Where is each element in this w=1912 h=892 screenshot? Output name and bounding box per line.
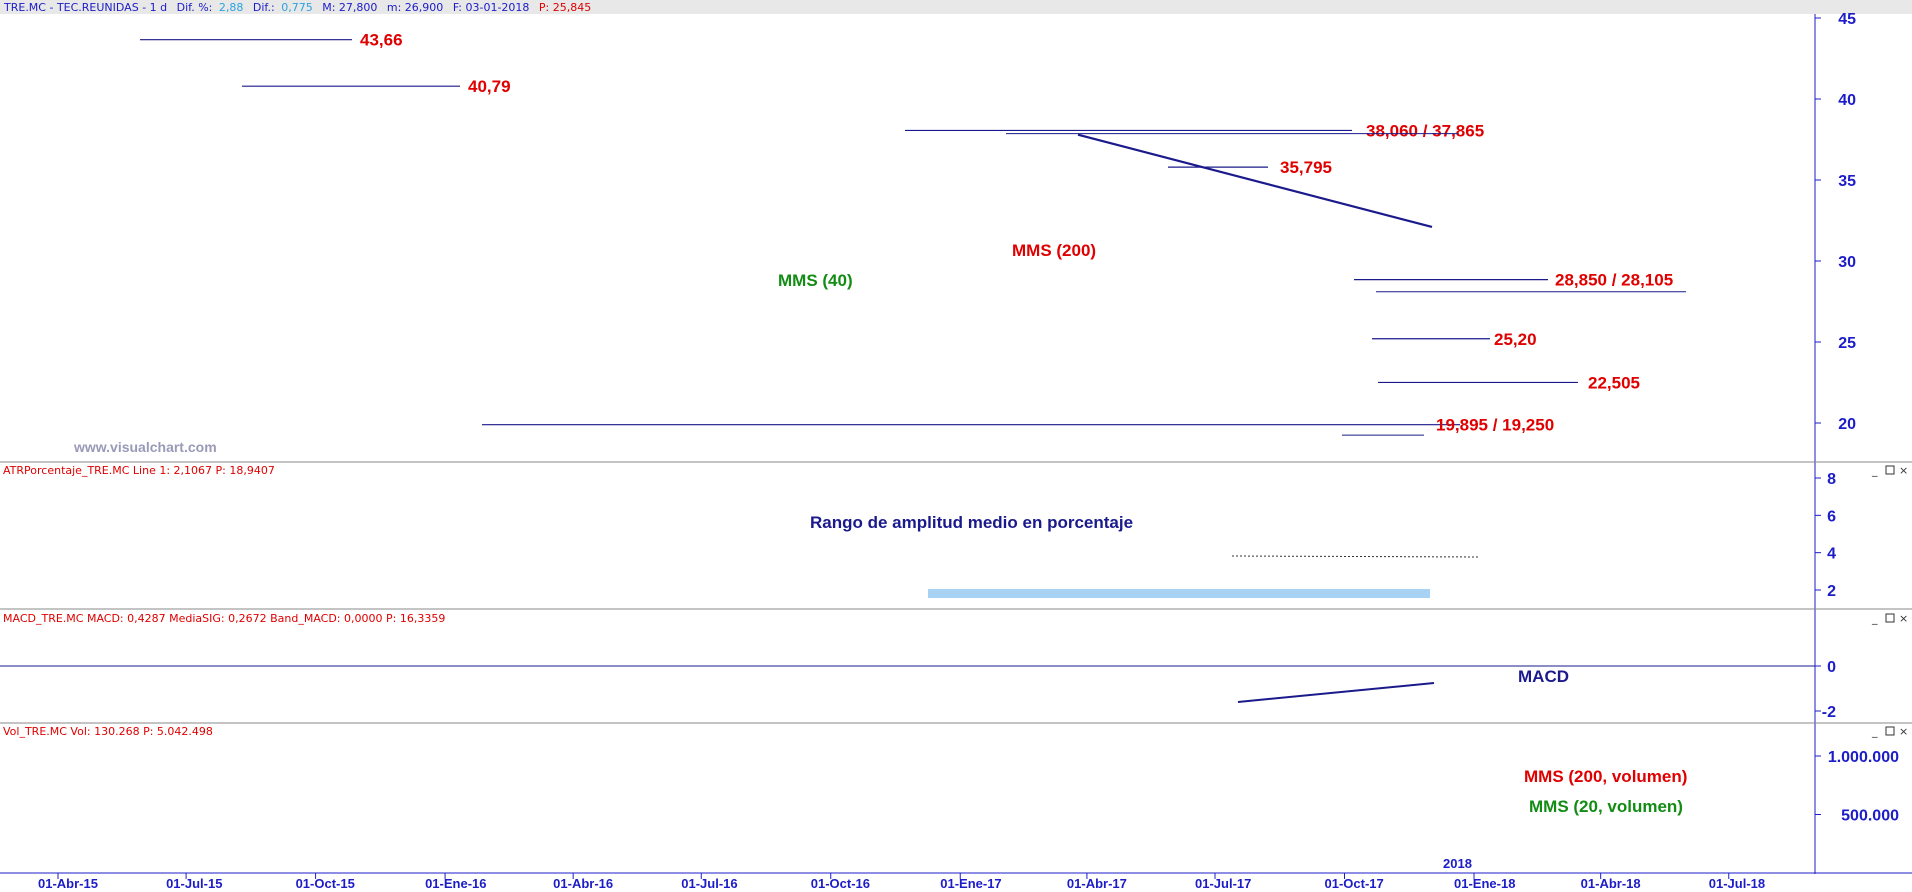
price-tick-label: 20 [1838,416,1856,433]
macd-tick-label: 0 [1827,659,1836,676]
level-label: 25,20 [1494,330,1537,349]
mms40-label: MMS (40) [778,271,853,290]
atr-low-band [928,589,1430,598]
x-tick-label: 01-Abr-15 [38,876,98,891]
atr-band [928,589,1430,598]
close-icon[interactable]: × [1899,725,1908,738]
header-close: P: 25,845 [539,1,591,14]
maximize-icon[interactable] [1885,726,1895,736]
price-tick-label: 30 [1838,254,1856,271]
price-tick-label: 45 [1838,11,1856,28]
x-tick-label: 01-Oct-16 [811,876,870,891]
atr-tick-label: 6 [1827,508,1836,525]
atr-tick-label: 4 [1827,546,1836,563]
x-tick-label: 01-Abr-18 [1581,876,1641,891]
header-dif-label: Dif. %: [177,1,213,14]
atr-header: ATRPorcentaje_TRE.MC Line 1: 2,1067 P: 1… [3,464,275,477]
header-max: M: 27,800 [322,1,377,14]
volume-tick-label: 1.000.000 [1828,749,1899,766]
trendline [1077,133,1433,229]
price-tick-label: 25 [1838,335,1856,352]
price-tick-label: 40 [1838,92,1856,109]
level-label: 22,505 [1588,373,1640,392]
minimize-icon[interactable]: _ [1871,464,1878,477]
axes-layer: 20 25 30 35 40 45 2 4 6 8 -2 0 500.000 1.000.000 01-Ab… [38,11,1899,891]
mms200-label: MMS (200) [1012,241,1096,260]
level-label: 43,66 [360,31,403,50]
x-tick-label: 01-Abr-17 [1067,876,1127,891]
macd-panel [0,665,1815,703]
header-bar [0,0,1912,14]
x-tick-label: 01-Ene-16 [425,876,486,891]
x-tick-label: 01-Oct-15 [296,876,355,891]
x-tick-label: 01-Ene-17 [940,876,1001,891]
atr-panel [1231,555,1481,558]
x-tick-label: 01-Jul-15 [166,876,222,891]
x-tick-label: 01-Abr-16 [553,876,613,891]
level-label: 35,795 [1280,158,1332,177]
level-label: 40,79 [468,77,511,96]
levels-layer: 43,66 40,79 38,060 / 37,865 35,795 28,850 / … [140,31,1686,436]
atr-title: Rango de amplitud medio en porcentaje [810,513,1133,532]
header-dif-abs: 0,775 [281,1,313,14]
macd-header: MACD_TRE.MC MACD: 0,4287 MediaSIG: 0,267… [3,612,445,625]
level-label: 28,850 / 28,105 [1555,271,1673,290]
x-tick-label: 01-Jul-16 [681,876,737,891]
volume-legend-200: MMS (200, volumen) [1524,767,1687,786]
header-symbol: TRE.MC - TEC.REUNIDAS - 1 d [3,1,167,14]
volume-window-buttons[interactable]: _ × [1871,725,1908,738]
volume-tick-label: 500.000 [1841,808,1899,825]
x-tick-label: 01-Ene-18 [1454,876,1515,891]
x-tick-label: 01-Jul-18 [1709,876,1765,891]
close-icon[interactable]: × [1899,464,1908,477]
macd-tick-label: -2 [1822,704,1836,721]
price-header: TRE.MC - TEC.REUNIDAS - 1 d Dif. %: 2,88… [3,1,591,14]
maximize-icon[interactable] [1885,465,1895,475]
maximize-icon[interactable] [1885,613,1895,623]
level-label: 38,060 / 37,865 [1366,121,1484,140]
watermark: www.visualchart.com [73,439,217,455]
x-tick-label: 01-Jul-17 [1195,876,1251,891]
level-label: 19,895 / 19,250 [1436,416,1554,435]
macd-divergence-line [1237,682,1435,703]
year-marker: 2018 [1443,856,1472,871]
atr-tick-label: 8 [1827,471,1836,488]
minimize-icon[interactable]: _ [1871,725,1878,738]
header-min: m: 26,900 [387,1,443,14]
volume-header: Vol_TRE.MC Vol: 130.268 P: 5.042.498 [3,725,213,738]
atr-dotted-level [1231,555,1481,558]
minimize-icon[interactable]: _ [1871,612,1878,625]
header-date: F: 03-01-2018 [453,1,530,14]
atr-tick-label: 2 [1827,583,1836,600]
price-tick-label: 35 [1838,173,1856,190]
x-tick-label: 01-Oct-17 [1325,876,1384,891]
macd-title: MACD [1518,667,1569,686]
volume-legend-20: MMS (20, volumen) [1529,797,1683,816]
atr-window-buttons[interactable]: _ × [1871,464,1908,477]
macd-window-buttons[interactable]: _ × [1871,612,1908,625]
header-dif-abs-label: Dif.: [253,1,275,14]
close-icon[interactable]: × [1899,612,1908,625]
header-dif-pct: 2,88 [219,1,244,14]
